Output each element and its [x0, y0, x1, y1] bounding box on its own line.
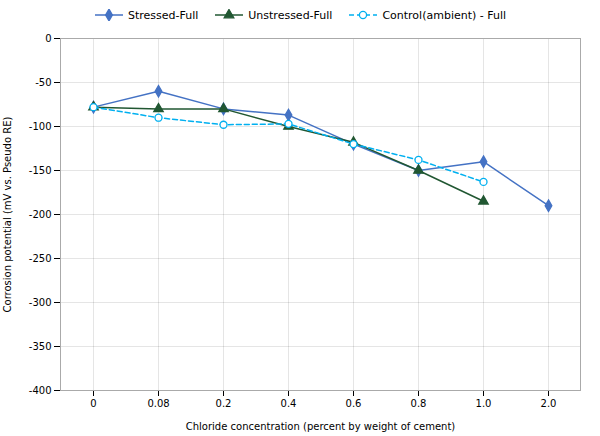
svg-text:0: 0 [90, 398, 96, 409]
svg-text:0.08: 0.08 [147, 398, 169, 409]
svg-text:0.6: 0.6 [346, 398, 362, 409]
svg-text:-250: -250 [29, 253, 52, 264]
svg-text:0: 0 [45, 33, 51, 44]
svg-text:1.0: 1.0 [476, 398, 492, 409]
svg-text:-50: -50 [35, 77, 51, 88]
svg-text:-300: -300 [29, 297, 52, 308]
svg-text:-100: -100 [29, 121, 52, 132]
html-text:Stressed-Full: Stressed-Full [127, 8, 199, 22]
svg-text:Chloride concentration (percen: Chloride concentration (percent by weigh… [186, 421, 456, 432]
svg-text:-400: -400 [29, 385, 52, 396]
svg-text:-200: -200 [29, 209, 52, 220]
svg-text:Corrosion potential (mV vs. Ps: Corrosion potential (mV vs. Pseudo RE) [2, 116, 13, 312]
svg-text:-150: -150 [29, 165, 52, 176]
html-text:Unstressed-Full: Unstressed-Full [248, 8, 333, 22]
svg-text:0.4: 0.4 [281, 398, 297, 409]
svg-text:2.0: 2.0 [541, 398, 557, 409]
svg-text:0.8: 0.8 [411, 398, 427, 409]
svg-text:-350: -350 [29, 341, 52, 352]
html-text:Control(ambient) - Full: Control(ambient) - Full [382, 8, 507, 22]
svg-text:0.2: 0.2 [216, 398, 232, 409]
